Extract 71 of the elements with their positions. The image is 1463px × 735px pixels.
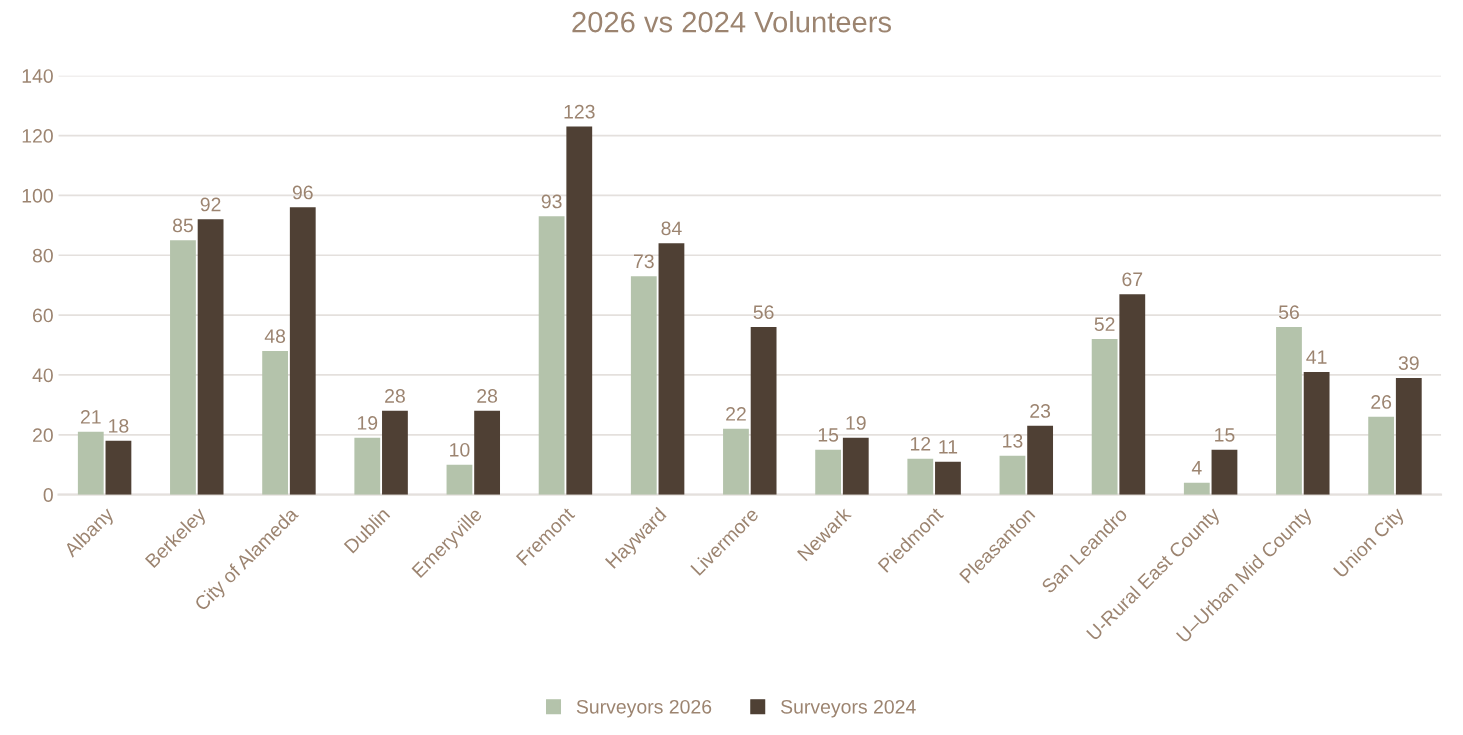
bar <box>1119 294 1146 495</box>
data-label: 10 <box>450 442 470 457</box>
data-label: 22 <box>726 407 746 421</box>
bar <box>105 440 132 495</box>
data-label: 19 <box>357 416 378 430</box>
bar <box>658 243 685 495</box>
data-label: 28 <box>385 389 405 403</box>
data-label: 4 <box>1191 461 1202 475</box>
bar <box>630 276 657 495</box>
data-label: 21 <box>80 410 101 424</box>
bar <box>1027 425 1054 495</box>
bar <box>1395 377 1422 495</box>
bar <box>474 410 501 495</box>
data-label: 48 <box>264 329 286 344</box>
data-label: 84 <box>661 221 682 236</box>
bar <box>1091 339 1118 495</box>
y-tick-label: 60 <box>33 308 53 323</box>
data-label: 93 <box>541 194 562 209</box>
y-tick-label: 20 <box>33 428 53 443</box>
data-label: 18 <box>109 419 129 433</box>
data-label: 52 <box>1094 317 1115 332</box>
bar <box>842 437 869 495</box>
bar <box>999 455 1026 495</box>
bar <box>750 327 777 495</box>
data-label: 123 <box>564 104 595 119</box>
data-label: 67 <box>1122 272 1143 287</box>
bar <box>723 428 749 495</box>
data-label: 56 <box>753 305 774 320</box>
bar <box>446 464 473 495</box>
bar <box>1368 416 1395 495</box>
legend-label: Surveyors 2024 <box>781 699 916 718</box>
bar <box>566 126 593 495</box>
data-label: 12 <box>910 436 931 451</box>
y-tick-label: 140 <box>22 69 53 83</box>
bar <box>289 207 316 495</box>
bar <box>197 219 224 495</box>
bar <box>538 216 565 495</box>
chart-title: 2026 vs 2024 Volunteers <box>572 11 891 33</box>
y-tick-label: 80 <box>32 248 53 263</box>
data-label: 39 <box>1398 356 1419 370</box>
data-label: 15 <box>1215 428 1235 442</box>
data-label: 85 <box>172 218 193 233</box>
bar <box>77 431 104 495</box>
data-label: 23 <box>1030 404 1051 418</box>
bar <box>935 461 961 495</box>
y-tick-label: 40 <box>32 368 53 383</box>
bar <box>170 240 196 495</box>
bar <box>382 410 408 495</box>
data-label: 11 <box>939 440 958 454</box>
bar <box>1183 482 1210 495</box>
bar <box>354 437 381 495</box>
bar <box>1276 327 1302 495</box>
data-label: 73 <box>633 254 654 269</box>
data-label: 15 <box>818 428 839 442</box>
y-tick-label: 100 <box>22 188 53 203</box>
data-label: 41 <box>1306 350 1327 364</box>
bar <box>815 449 842 495</box>
data-label: 26 <box>1371 395 1392 409</box>
bar <box>1303 371 1330 495</box>
y-tick-label: 120 <box>22 129 53 143</box>
data-label: 56 <box>1278 305 1299 320</box>
legend-label: Surveyors 2026 <box>576 699 712 718</box>
data-label: 28 <box>477 389 498 403</box>
data-label: 96 <box>292 185 313 200</box>
data-label: 13 <box>1003 433 1023 448</box>
data-label: 92 <box>200 197 221 212</box>
y-tick-label: 0 <box>43 488 53 502</box>
bar <box>262 351 289 495</box>
bar <box>907 458 934 495</box>
bar <box>1211 449 1238 495</box>
data-label: 19 <box>846 416 866 430</box>
